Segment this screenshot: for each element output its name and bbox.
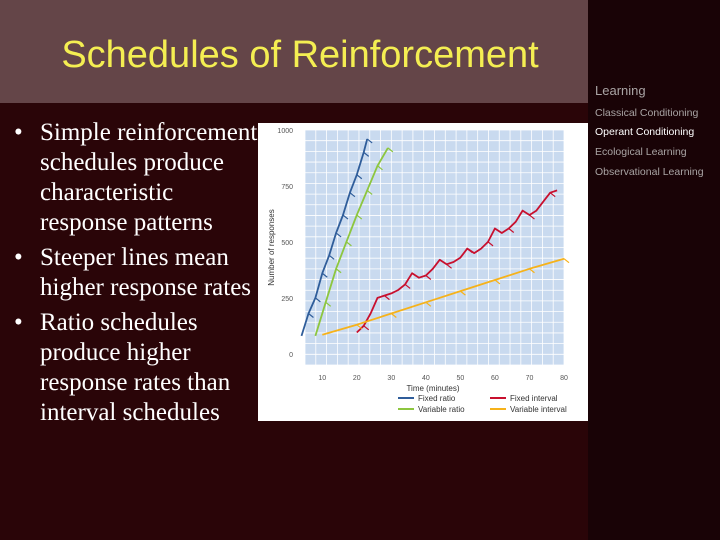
reinforcement-tick: [425, 301, 432, 307]
reinforcement-tick: [335, 232, 342, 238]
bullet-list: Simple reinforcement schedules produce c…: [14, 118, 259, 433]
reinforcement-tick: [321, 272, 328, 278]
y-tick-label: 250: [281, 296, 293, 303]
sidebar-item-ecological-learning[interactable]: Ecological Learning: [595, 146, 687, 158]
reinforcement-tick: [404, 283, 411, 289]
legend-label: Fixed ratio: [418, 394, 456, 403]
reinforcement-tick: [308, 313, 314, 318]
y-tick-label: 1000: [277, 128, 293, 135]
legend-label: Variable ratio: [418, 405, 465, 414]
reinforcement-tick: [377, 165, 383, 171]
sidebar-panel: [588, 0, 720, 540]
series-line-3: [322, 257, 565, 336]
reinforcement-tick: [366, 189, 373, 195]
reinforcement-tick: [363, 325, 370, 331]
x-tick-label: 40: [422, 375, 430, 382]
x-tick-label: 20: [353, 375, 361, 382]
reinforcement-tick: [508, 228, 515, 233]
x-axis-label: Time (minutes): [406, 384, 459, 393]
y-tick-label: 500: [281, 240, 293, 247]
slide-title: Schedules of Reinforcement: [61, 34, 539, 76]
reinforcement-tick: [494, 279, 501, 285]
reinforcement-tick: [328, 254, 335, 260]
sidebar-item-observational-learning[interactable]: Observational Learning: [595, 166, 704, 178]
reinforcement-tick: [366, 138, 373, 144]
x-tick-label: 50: [457, 375, 465, 382]
x-tick-label: 80: [560, 375, 568, 382]
reinforcement-tick: [356, 324, 363, 330]
reinforcement-tick: [335, 268, 342, 274]
bullet-item: Steeper lines mean higher response rates: [14, 243, 259, 303]
reinforcement-tick: [384, 295, 390, 301]
sidebar-item-classical-conditioning[interactable]: Classical Conditioning: [595, 107, 699, 119]
reinforcement-tick: [425, 275, 432, 280]
reinforcement-tick: [356, 214, 363, 220]
reinforcement-tick: [466, 248, 473, 254]
reinforcement-tick: [563, 258, 570, 264]
y-tick-label: 750: [281, 184, 293, 191]
sidebar-header[interactable]: Learning: [595, 83, 646, 98]
x-tick-label: 60: [491, 375, 499, 382]
reinforcement-tick: [349, 192, 356, 198]
reinforcement-tick: [390, 313, 397, 318]
x-tick-label: 10: [318, 375, 326, 382]
reinforcement-chart: 0 250 500 750 1000 10 20 30 40 50 60 70 80 Time (minu…: [258, 123, 588, 421]
reinforcement-tick: [549, 192, 556, 198]
reinforcement-tick: [387, 147, 394, 153]
reinforcement-tick: [314, 297, 321, 303]
series-line-2: [356, 189, 558, 334]
reinforcement-tick: [363, 151, 370, 157]
reinforcement-tick: [356, 174, 363, 180]
reinforcement-tick: [487, 241, 494, 247]
reinforcement-tick: [460, 290, 466, 296]
reinforcement-tick: [346, 241, 352, 247]
reinforcement-tick: [529, 268, 535, 274]
y-axis-label: Number of responses: [267, 209, 276, 285]
title-bar: [0, 0, 588, 103]
reinforcement-tick: [529, 214, 535, 220]
y-tick-label: 0: [289, 352, 293, 359]
x-tick-label: 30: [387, 375, 395, 382]
reinforcement-tick: [446, 263, 452, 269]
bullet-item: Ratio schedules produce higher response …: [14, 308, 259, 428]
legend-label: Variable interval: [510, 405, 567, 414]
chart-svg: 0 250 500 750 1000 10 20 30 40 50 60 70 80 Time (minu…: [267, 128, 570, 414]
legend-label: Fixed interval: [510, 394, 558, 403]
bullet-item: Simple reinforcement schedules produce c…: [14, 118, 259, 238]
reinforcement-tick: [325, 301, 332, 307]
reinforcement-tick: [342, 214, 349, 220]
x-tick-label: 70: [526, 375, 534, 382]
sidebar-item-operant-conditioning[interactable]: Operant Conditioning: [595, 126, 695, 138]
series-line-1: [314, 147, 389, 337]
